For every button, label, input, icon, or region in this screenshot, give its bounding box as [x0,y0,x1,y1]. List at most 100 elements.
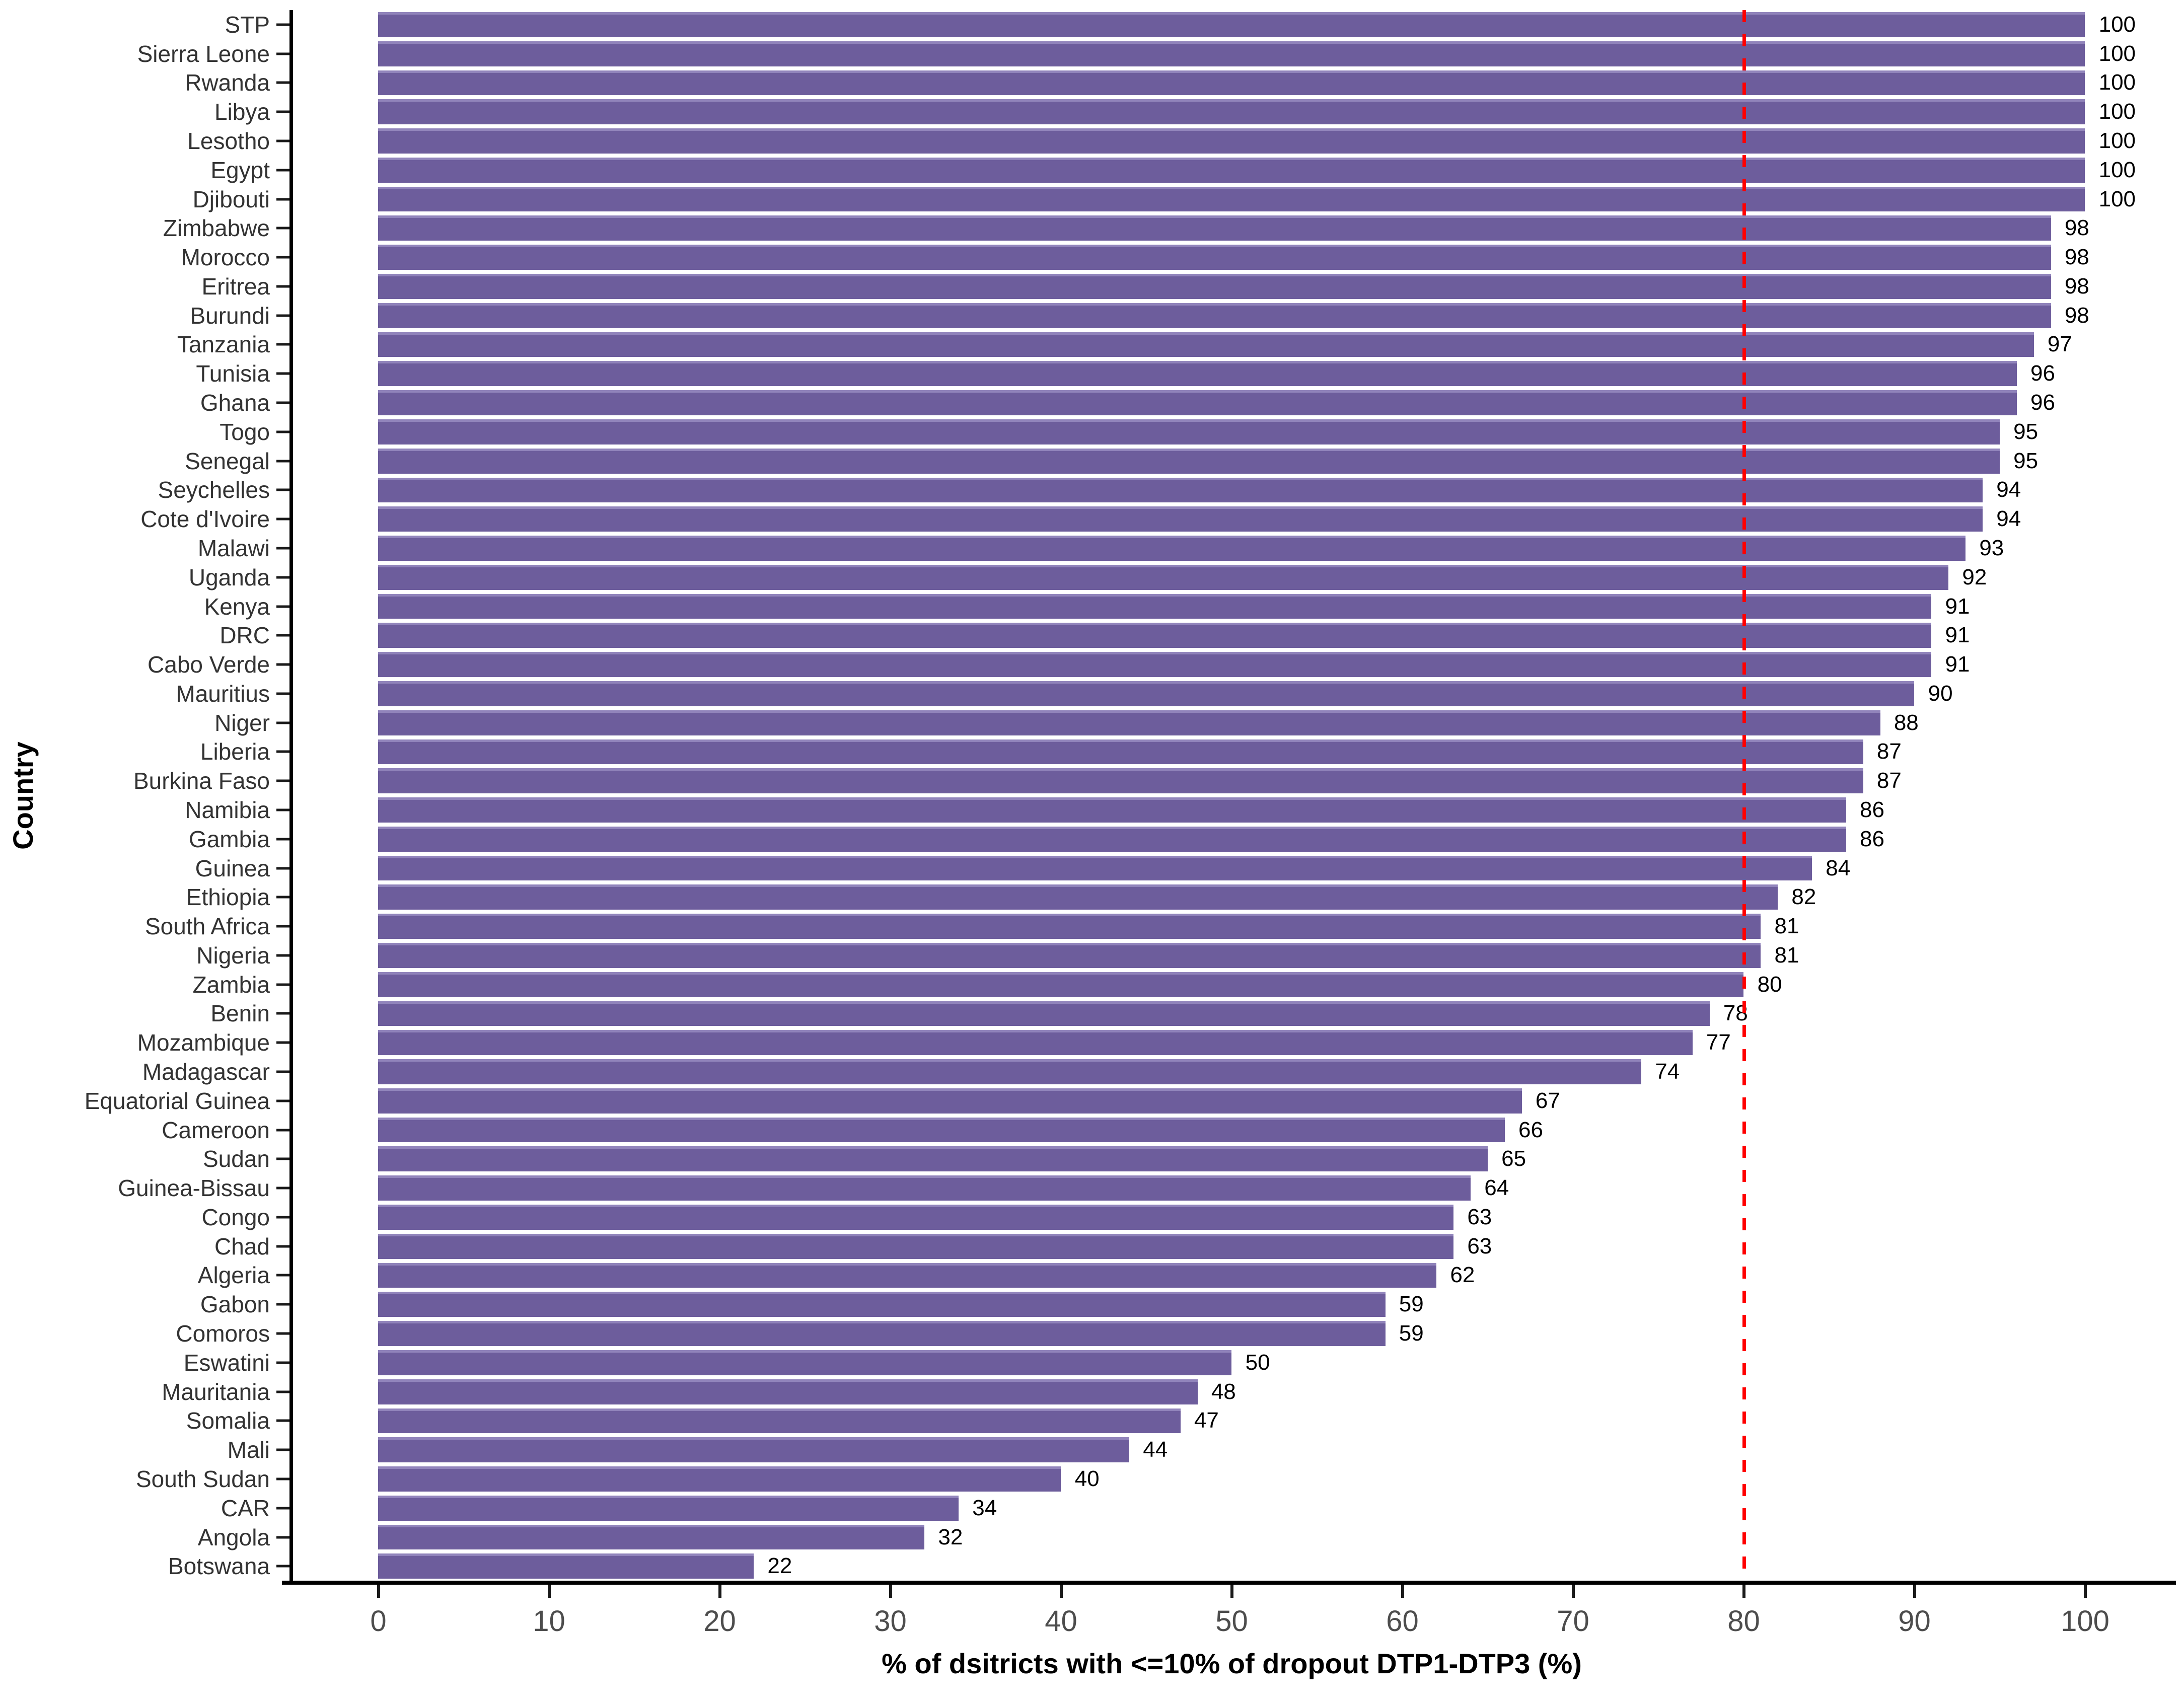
bar [378,1350,1232,1375]
country-label-row: Guinea-Bissau [0,1173,273,1203]
country-label-row: Zimbabwe [0,213,273,243]
y-tick-row [276,1523,289,1552]
bar-row: 100 [293,97,2170,126]
country-label-row: Burundi [0,301,273,330]
value-label: 63 [1467,1204,1492,1229]
bar [378,1001,1710,1026]
x-tick [1913,1585,1916,1598]
y-tick-row [276,68,289,98]
y-tick [276,750,289,753]
country-label-row: Sudan [0,1144,273,1173]
country-label: Burkina Faso [133,768,270,794]
y-tick [276,1216,289,1219]
bar [378,1321,1386,1346]
y-tick [276,1099,289,1102]
country-label-row: Egypt [0,156,273,185]
bar-row: 77 [293,1028,2170,1057]
country-label-row: Kenya [0,592,273,621]
value-label: 98 [2064,303,2089,328]
value-label: 59 [1399,1292,1424,1317]
y-tick [276,663,289,666]
y-tick [276,692,289,695]
country-label-row: Lesotho [0,126,273,156]
value-label: 100 [2098,157,2136,182]
value-label: 100 [2098,70,2136,95]
value-label: 90 [1928,681,1953,706]
value-label: 32 [938,1524,963,1549]
y-tick [276,779,289,782]
y-tick-row [276,1232,289,1261]
bar-row: 62 [293,1261,2170,1290]
country-label-row: Algeria [0,1261,273,1290]
bar-row: 32 [293,1523,2170,1552]
country-label: Seychelles [158,477,270,503]
bar [378,1175,1471,1201]
y-tick-row [276,185,289,214]
bar [378,943,1761,968]
bar-row: 80 [293,970,2170,999]
country-label: Namibia [185,796,270,823]
bar [378,855,1812,881]
country-label-row: Gabon [0,1290,273,1319]
y-tick [276,1448,289,1451]
x-tick [1230,1585,1233,1598]
bar [378,1117,1505,1143]
country-label: Eritrea [201,273,270,300]
value-label: 88 [1894,710,1919,735]
y-tick [276,227,289,230]
x-tick [1571,1585,1575,1598]
bar [378,1030,1693,1056]
y-tick [276,576,289,579]
country-label-row: Libya [0,97,273,126]
bar-row: 40 [293,1464,2170,1494]
value-label: 94 [1996,477,2021,502]
y-tick-row [276,563,289,592]
country-label: South Africa [144,913,270,940]
y-tick [276,1303,289,1306]
bar [378,768,1863,794]
bar [378,245,2051,270]
y-tick-row [276,592,289,621]
bar-row: 66 [293,1116,2170,1145]
bar [378,1292,1386,1317]
y-tick [276,896,289,899]
y-tick-row [276,941,289,970]
bar [378,1205,1454,1230]
y-tick-row [276,708,289,737]
country-label: Zimbabwe [163,215,270,242]
bar [378,1553,754,1579]
y-tick-row [276,272,289,301]
y-tick [276,1390,289,1393]
bar [378,361,2017,387]
bar [378,1263,1437,1288]
country-label: Rwanda [185,69,270,96]
bar-row: 100 [293,10,2170,39]
country-label: Botswana [168,1553,270,1580]
bar-row: 47 [293,1406,2170,1436]
country-label: Ethiopia [186,884,270,911]
value-label: 65 [1501,1146,1526,1171]
y-tick-row [276,1435,289,1464]
x-tick-label: 80 [1727,1605,1760,1638]
bar-row: 100 [293,185,2170,214]
y-tick-row [276,795,289,825]
country-label-row: Liberia [0,737,273,767]
y-tick-row [276,1377,289,1406]
country-label-row: Tunisia [0,359,273,388]
bar-row: 98 [293,272,2170,301]
bar [378,710,1880,735]
country-label: Somalia [186,1407,270,1434]
y-tick [276,343,289,346]
country-label: Togo [220,418,270,445]
country-label-row: Zambia [0,970,273,999]
value-label: 93 [1979,535,2004,560]
country-label: Burundi [190,302,270,329]
y-tick-row [276,417,289,447]
country-label: Senegal [185,448,270,474]
bar-row: 96 [293,359,2170,388]
y-tick [276,401,289,404]
y-tick [276,52,289,55]
country-label: South Sudan [135,1465,270,1492]
bar-row: 81 [293,912,2170,941]
y-tick-row [276,912,289,941]
